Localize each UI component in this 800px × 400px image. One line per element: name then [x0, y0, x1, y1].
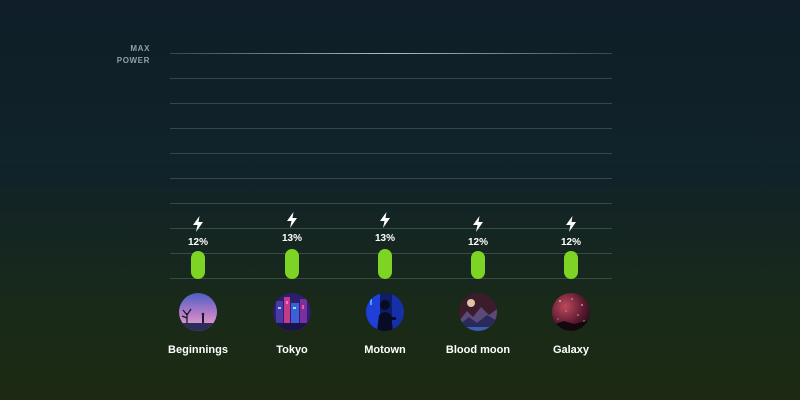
- grid-line: [170, 228, 612, 229]
- lightning-bolt-icon: [473, 216, 483, 232]
- grid-line: [170, 103, 612, 104]
- max-power-line: [170, 53, 612, 54]
- power-bar: [378, 249, 392, 279]
- max-power-label: MAX POWER: [100, 43, 150, 67]
- theme-thumbnail-blood-moon[interactable]: [459, 293, 497, 331]
- power-bar: [564, 251, 578, 279]
- max-power-label-line2: POWER: [116, 56, 150, 65]
- theme-thumbnail-beginnings[interactable]: [179, 293, 217, 331]
- grid-line: [170, 78, 612, 79]
- max-power-label-line1: MAX: [130, 44, 150, 53]
- power-percent: 12%: [467, 237, 488, 248]
- theme-name: Beginnings: [168, 344, 228, 356]
- grid-line: [170, 153, 612, 154]
- power-bar: [285, 249, 299, 279]
- theme-name: Motown: [364, 344, 406, 356]
- power-bar: [191, 251, 205, 279]
- theme-name: Blood moon: [445, 344, 511, 356]
- power-percent: 13%: [374, 233, 395, 244]
- theme-column-galaxy: 12% Galaxy: [521, 0, 621, 400]
- grid-line: [170, 128, 612, 129]
- theme-name: Galaxy: [552, 344, 590, 356]
- theme-thumbnail-motown[interactable]: [366, 293, 404, 331]
- power-bar: [471, 251, 485, 279]
- lightning-bolt-icon: [193, 216, 203, 232]
- power-percent: 12%: [187, 237, 208, 248]
- lightning-bolt-icon: [287, 212, 297, 228]
- grid-line: [170, 278, 612, 279]
- theme-column-blood-moon: 12% Blood moon: [428, 0, 528, 400]
- lightning-bolt-icon: [566, 216, 576, 232]
- theme-thumbnail-galaxy[interactable]: [552, 293, 590, 331]
- theme-column-beginnings: 12% Beginnings: [148, 0, 248, 400]
- power-percent: 12%: [560, 237, 581, 248]
- theme-thumbnail-tokyo[interactable]: [273, 293, 311, 331]
- theme-column-tokyo: 13% Tokyo: [242, 0, 342, 400]
- grid-line: [170, 178, 612, 179]
- theme-column-motown: 13% Motown: [335, 0, 435, 400]
- grid-line: [170, 203, 612, 204]
- theme-name: Tokyo: [276, 344, 308, 356]
- lightning-bolt-icon: [380, 212, 390, 228]
- power-percent: 13%: [281, 233, 302, 244]
